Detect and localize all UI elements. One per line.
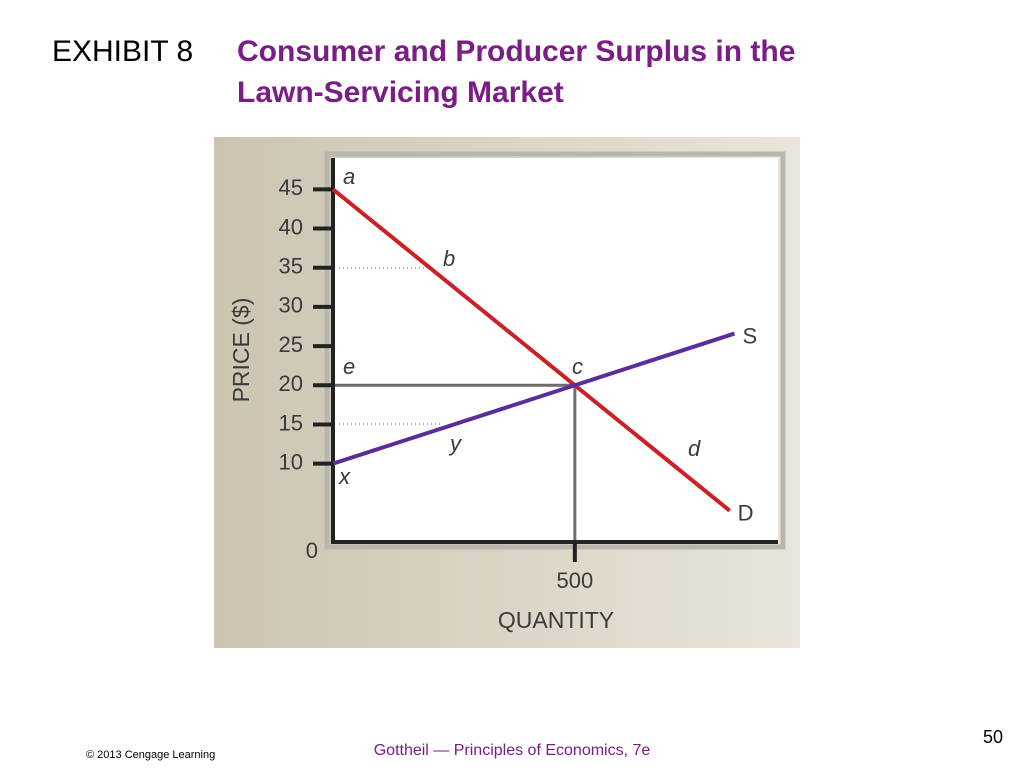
y-axis-label: PRICE ($) bbox=[228, 298, 254, 403]
x-tick-label: 500 bbox=[556, 568, 593, 593]
page-number: 50 bbox=[983, 727, 1003, 747]
y-tick-label: 40 bbox=[279, 214, 303, 239]
point-label: c bbox=[572, 354, 583, 379]
series-label: S bbox=[742, 323, 757, 348]
point-label: b bbox=[443, 246, 455, 271]
series-line bbox=[332, 331, 736, 466]
point-label: d bbox=[688, 436, 701, 461]
y-tick-label: 10 bbox=[279, 449, 303, 474]
point-label: x bbox=[338, 464, 351, 489]
point-label: e bbox=[343, 354, 355, 379]
exhibit-label: EXHIBIT 8 bbox=[52, 35, 193, 68]
y-tick-label: 25 bbox=[279, 332, 303, 357]
slide-title: Lawn-Servicing Market bbox=[237, 76, 564, 109]
copyright: © 2013 Cengage Learning bbox=[86, 749, 215, 761]
y-tick-label: 45 bbox=[279, 175, 303, 200]
y-tick-label: 35 bbox=[279, 254, 303, 279]
y-tick-label: 20 bbox=[279, 371, 303, 396]
series-label: D bbox=[738, 500, 754, 525]
plot-frame bbox=[324, 151, 786, 550]
y-tick-label: 15 bbox=[279, 410, 303, 435]
y-tick-label: 30 bbox=[279, 293, 303, 318]
y-tick-label: 0 bbox=[306, 538, 318, 563]
x-axis-label: QUANTITY bbox=[498, 607, 614, 633]
source: Gottheil — Principles of Economics, 7e bbox=[374, 742, 651, 759]
plot-area bbox=[333, 158, 778, 542]
point-label: a bbox=[343, 164, 355, 189]
point-label: y bbox=[448, 431, 463, 456]
slide-title: Consumer and Producer Surplus in the bbox=[237, 35, 795, 68]
plot: 0 10 15 20 25 30 35 40 45 500 QUANTITY PRICE ($) D Sa… bbox=[228, 158, 778, 633]
